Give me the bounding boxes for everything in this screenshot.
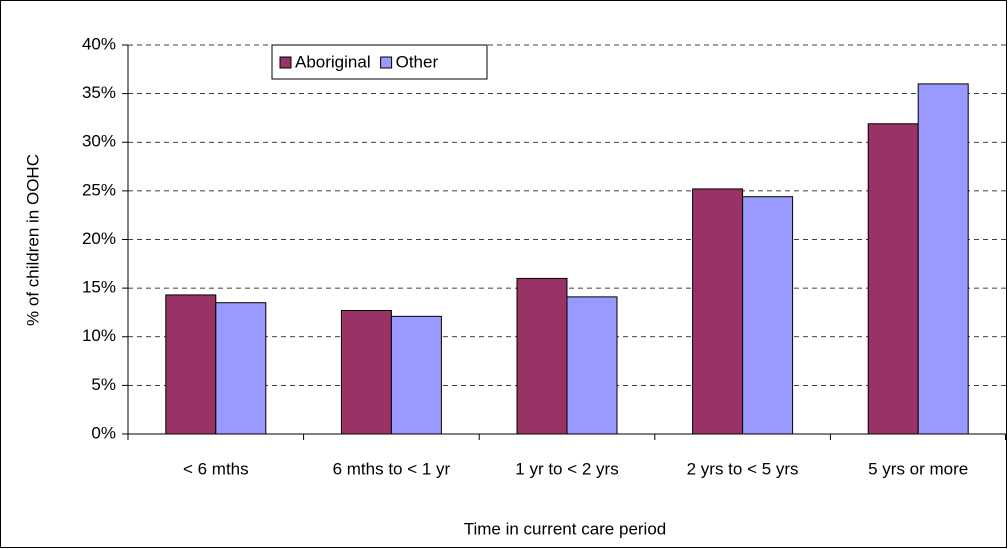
x-tick-label: 2 yrs to < 5 yrs [687,459,799,478]
legend-swatch [380,56,393,69]
y-tick-label: 5% [91,375,116,394]
y-tick-label: 10% [82,326,116,345]
bar [390,315,442,435]
bar [917,83,969,435]
legend-box [271,44,488,80]
y-tick-label: 30% [82,132,116,151]
y-tick-label: 35% [82,83,116,102]
y-tick-label: 20% [82,229,116,248]
bar [566,296,618,435]
bar [742,196,794,435]
y-tick-label: 0% [91,423,116,442]
bar [692,188,744,435]
x-axis-label: Time in current care period [464,519,667,538]
y-tick-label: 25% [82,180,116,199]
legend-label: Other [396,52,439,71]
x-tick-label: < 6 mths [183,459,249,478]
bar [867,123,919,435]
bar [165,294,217,435]
y-axis-label: % of children in OOHC [23,154,42,326]
legend-swatch [279,56,292,69]
y-tick-label: 40% [82,34,116,53]
x-tick-label: 5 yrs or more [868,459,968,478]
x-tick-label: 6 mths to < 1 yr [333,459,451,478]
legend-label: Aboriginal [295,52,371,71]
bar [215,302,267,435]
x-tick-label: 1 yr to < 2 yrs [515,459,618,478]
y-tick-label: 15% [82,278,116,297]
bar [340,309,392,435]
bar [516,277,568,435]
